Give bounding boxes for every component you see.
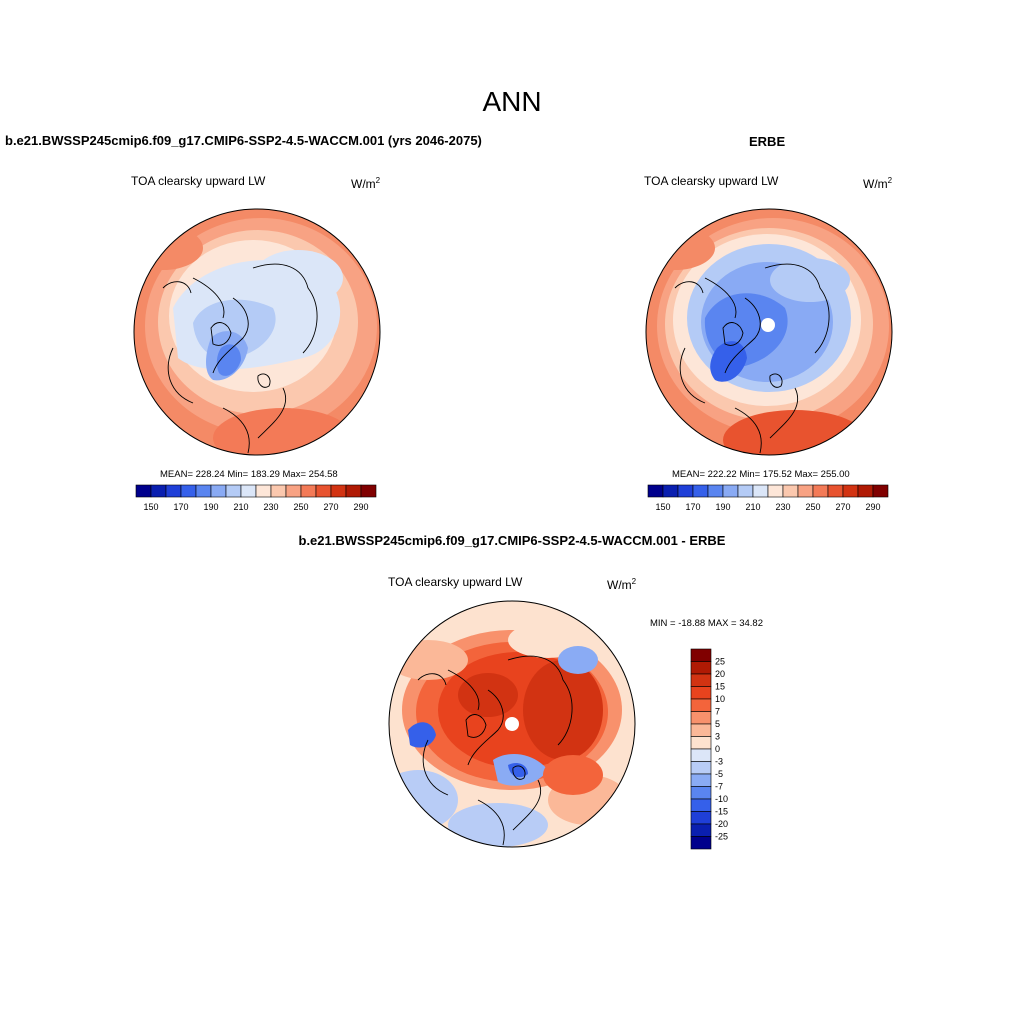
colorbar-swatch [330, 484, 347, 498]
colorbar-swatch [812, 484, 829, 498]
colorbar-swatch [150, 484, 167, 498]
obs-units-label: W/m2 [863, 176, 893, 191]
colorbar-swatch [737, 484, 754, 498]
colorbar-tick-label: 250 [805, 502, 820, 512]
colorbar-swatch [210, 484, 227, 498]
colorbar-tick-label: 170 [685, 502, 700, 512]
colorbar-swatch [690, 736, 712, 750]
colorbar-tick-label: 170 [173, 502, 188, 512]
colorbar-tick-label: 10 [715, 694, 725, 704]
diff-variable-label: TOA clearsky upward LW [388, 575, 523, 589]
colorbar-swatch [300, 484, 317, 498]
colorbar-tick-label: 270 [835, 502, 850, 512]
colorbar-swatch [690, 711, 712, 725]
obs-polar-map [645, 208, 893, 456]
colorbar-swatch [797, 484, 814, 498]
colorbar-swatch [782, 484, 799, 498]
colorbar-swatch [872, 484, 889, 498]
colorbar-swatch [360, 484, 377, 498]
colorbar-swatch [690, 786, 712, 800]
obs-variable-label: TOA clearsky upward LW [644, 174, 779, 188]
colorbar-tick-label: -15 [715, 807, 728, 817]
page-title: ANN [482, 86, 542, 117]
colorbar-tick-label: 190 [715, 502, 730, 512]
colorbar-swatch [690, 686, 712, 700]
model-variable-label: TOA clearsky upward LW [131, 174, 266, 188]
colorbar-tick-label: 250 [293, 502, 308, 512]
colorbar-swatch [690, 811, 712, 825]
colorbar-swatch [707, 484, 724, 498]
diff-stats: MIN = -18.88 MAX = 34.82 [650, 618, 764, 629]
model-case-title: b.e21.BWSSP245cmip6.f09_g17.CMIP6-SSP2-4… [5, 133, 482, 148]
colorbar-swatch [692, 484, 709, 498]
colorbar-swatch [225, 484, 242, 498]
colorbar-tick-label: -25 [715, 832, 728, 842]
colorbar-tick-label: -5 [715, 769, 723, 779]
colorbar-tick-label: 210 [233, 502, 248, 512]
colorbar-swatch [662, 484, 679, 498]
colorbar-tick-label: 290 [865, 502, 880, 512]
colorbar-swatch [690, 836, 712, 850]
colorbar-swatch [690, 798, 712, 812]
colorbar-swatch [690, 823, 712, 837]
colorbar-swatch [690, 648, 712, 662]
colorbar-tick-label: 290 [353, 502, 368, 512]
obs-case-title: ERBE [749, 134, 786, 149]
colorbar-tick-label: 0 [715, 744, 720, 754]
colorbar-tick-label: -3 [715, 757, 723, 767]
colorbar-tick-label: 190 [203, 502, 218, 512]
colorbar-swatch [647, 484, 664, 498]
colorbar-swatch [767, 484, 784, 498]
colorbar-tick-label: 150 [143, 502, 158, 512]
colorbar-tick-label: 270 [323, 502, 338, 512]
model-polar-map [133, 208, 381, 456]
colorbar-swatch [690, 661, 712, 675]
colorbar-swatch [165, 484, 182, 498]
colorbar-swatch [690, 773, 712, 787]
colorbar-tick-label: 230 [775, 502, 790, 512]
colorbar-swatch [240, 484, 257, 498]
colorbar-swatch [722, 484, 739, 498]
colorbar-tick-label: 3 [715, 732, 720, 742]
colorbar-swatch [827, 484, 844, 498]
colorbar-swatch [690, 723, 712, 737]
colorbar-tick-label: -10 [715, 794, 728, 804]
diff-polar-map [388, 600, 636, 848]
diff-case-title: b.e21.BWSSP245cmip6.f09_g17.CMIP6-SSP2-4… [298, 533, 726, 548]
colorbar-tick-label: 5 [715, 719, 720, 729]
colorbar-swatch [315, 484, 332, 498]
colorbar-tick-label: 7 [715, 707, 720, 717]
colorbar-swatch [180, 484, 197, 498]
colorbar-swatch [690, 761, 712, 775]
colorbar-tick-label: 15 [715, 682, 725, 692]
colorbar-tick-label: -20 [715, 819, 728, 829]
colorbar-swatch [135, 484, 152, 498]
model-units-label: W/m2 [351, 176, 381, 191]
model-stats: MEAN= 228.24 Min= 183.29 Max= 254.58 [160, 469, 338, 480]
colorbar-swatch [690, 748, 712, 762]
obs-stats: MEAN= 222.22 Min= 175.52 Max= 255.00 [672, 469, 850, 480]
colorbar-tick-label: 230 [263, 502, 278, 512]
colorbar-swatch [255, 484, 272, 498]
colorbar-swatch [345, 484, 362, 498]
colorbar-tick-label: -7 [715, 782, 723, 792]
colorbar-tick-label: 210 [745, 502, 760, 512]
colorbar-swatch [677, 484, 694, 498]
colorbar-tick-label: 20 [715, 669, 725, 679]
colorbar-swatch [842, 484, 859, 498]
colorbar-tick-label: 25 [715, 657, 725, 667]
diff-colorbar: 25 20 15 10 7 5 3 0 -3 -5 -7 -10 -15 -20 -25 [690, 648, 728, 850]
colorbar-swatch [752, 484, 769, 498]
colorbar-swatch [690, 673, 712, 687]
colorbar-swatch [195, 484, 212, 498]
model-colorbar: 150 170 190 210 230 250 270 290 [135, 484, 377, 512]
obs-colorbar: 150 170 190 210 230 250 270 290 [647, 484, 889, 512]
colorbar-swatch [857, 484, 874, 498]
colorbar-tick-label: 150 [655, 502, 670, 512]
diff-units-label: W/m2 [607, 577, 637, 592]
colorbar-swatch [270, 484, 287, 498]
colorbar-swatch [690, 698, 712, 712]
colorbar-swatch [285, 484, 302, 498]
